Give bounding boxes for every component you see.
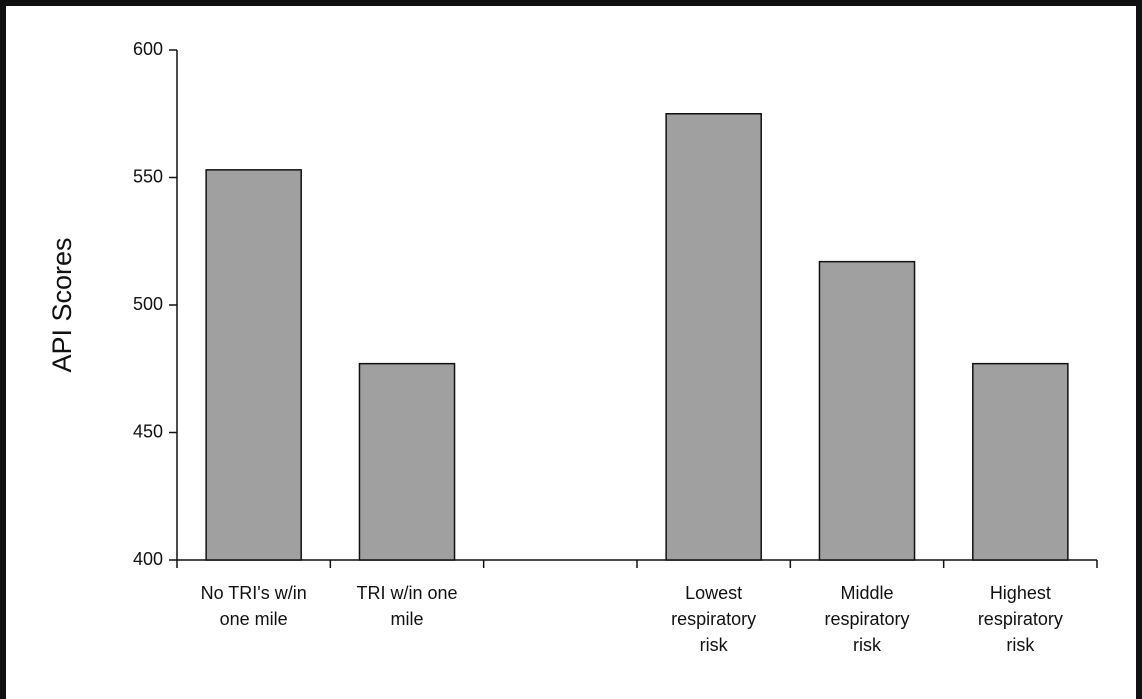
- bar: [972, 362, 1069, 561]
- bar: [205, 169, 302, 561]
- x-tick-label: Highest respiratory risk: [977, 583, 1063, 655]
- y-tick-label: 550: [133, 166, 163, 186]
- y-axis-label: API Scores: [47, 237, 77, 372]
- bar: [358, 362, 456, 561]
- x-tick-label: Middle respiratory risk: [824, 583, 910, 655]
- x-tick-label: No TRI's w/in one mile: [200, 583, 307, 629]
- x-tick-label: TRI w/in one mile: [356, 583, 458, 629]
- y-tick-label: 500: [133, 294, 163, 314]
- y-tick-label: 450: [133, 421, 163, 441]
- y-tick-label: 600: [133, 39, 163, 59]
- bar: [818, 260, 916, 561]
- y-tick-label: 400: [133, 549, 163, 569]
- bar: [665, 113, 762, 561]
- x-tick-label: Lowest respiratory risk: [671, 583, 757, 655]
